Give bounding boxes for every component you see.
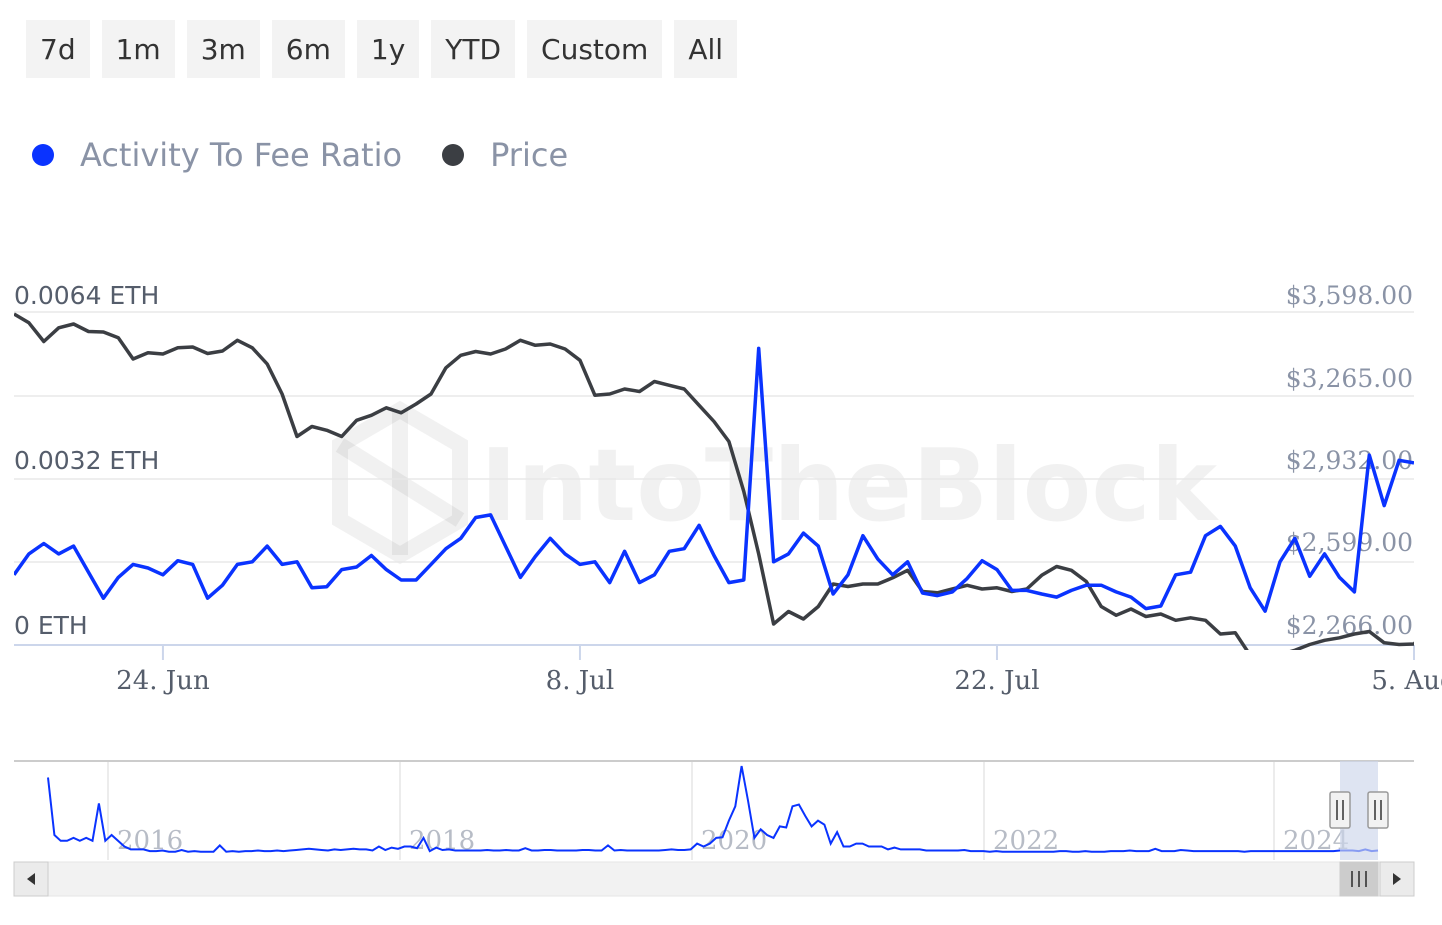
watermark: IntoTheBlock <box>332 400 1220 565</box>
range-all-button[interactable]: All <box>674 20 738 78</box>
scroll-right-button[interactable] <box>1379 861 1415 897</box>
watermark-logo-icon <box>332 400 468 565</box>
navigator-left-handle[interactable] <box>1329 791 1351 829</box>
navigator-series-line <box>47 765 1379 853</box>
y-right-tick-label: $2,932.00 <box>1286 446 1413 475</box>
series-line-activity-to-fee-ratio[interactable] <box>14 346 1414 613</box>
legend-label: Price <box>490 136 569 174</box>
y-axis-left: 0.0064 ETH 0.0032 ETH 0 ETH <box>14 281 159 640</box>
y-left-tick-label: 0 ETH <box>14 611 88 640</box>
range-selector: 7d 1m 3m 6m 1y YTD Custom All <box>26 20 738 78</box>
legend-item-activity-to-fee-ratio[interactable]: Activity To Fee Ratio <box>32 136 402 174</box>
range-6m-button[interactable]: 6m <box>271 20 345 78</box>
scrollbar[interactable] <box>13 861 1415 897</box>
legend-dot-blue-icon <box>32 144 54 166</box>
scroll-left-button[interactable] <box>13 861 49 897</box>
scrollbar-thumb[interactable] <box>1339 861 1379 897</box>
y-right-tick-label: $2,599.00 <box>1286 528 1413 557</box>
y-left-tick-label: 0.0032 ETH <box>14 446 159 475</box>
range-7d-button[interactable]: 7d <box>26 20 90 78</box>
y-right-tick-label: $3,598.00 <box>1286 281 1413 310</box>
arrow-right-icon <box>1393 873 1401 885</box>
y-left-tick-label: 0.0064 ETH <box>14 281 159 310</box>
navigator-year-grid: 2016 2018 2020 2022 2024 <box>107 762 1349 860</box>
scrollbar-track[interactable] <box>13 861 1415 897</box>
legend-dot-dark-icon <box>442 144 465 166</box>
x-tick-label: 22. Jul <box>954 666 1039 696</box>
arrow-left-icon <box>27 873 35 885</box>
x-tick-label: 24. Jun <box>116 666 210 696</box>
x-tick-label: 8. Jul <box>546 666 615 696</box>
range-ytd-button[interactable]: YTD <box>431 20 516 78</box>
legend-item-price[interactable]: Price <box>442 136 568 174</box>
series-line-price[interactable] <box>14 312 1442 657</box>
range-custom-button[interactable]: Custom <box>527 20 663 78</box>
legend-label: Activity To Fee Ratio <box>80 136 403 174</box>
range-3m-button[interactable]: 3m <box>186 20 260 78</box>
watermark-text: IntoTheBlock <box>480 427 1220 544</box>
navigator[interactable]: 2016 2018 2020 2022 2024 <box>14 760 1414 860</box>
y-right-tick-label: $3,265.00 <box>1286 364 1413 393</box>
range-1m-button[interactable]: 1m <box>101 20 175 78</box>
x-tick-label: 5. Aug <box>1371 666 1442 696</box>
navigator-right-handle[interactable] <box>1367 791 1389 829</box>
range-1y-button[interactable]: 1y <box>356 20 420 78</box>
chart-legend: Activity To Fee Ratio Price <box>32 136 608 174</box>
navigator-year-label: 2020 <box>701 826 767 856</box>
